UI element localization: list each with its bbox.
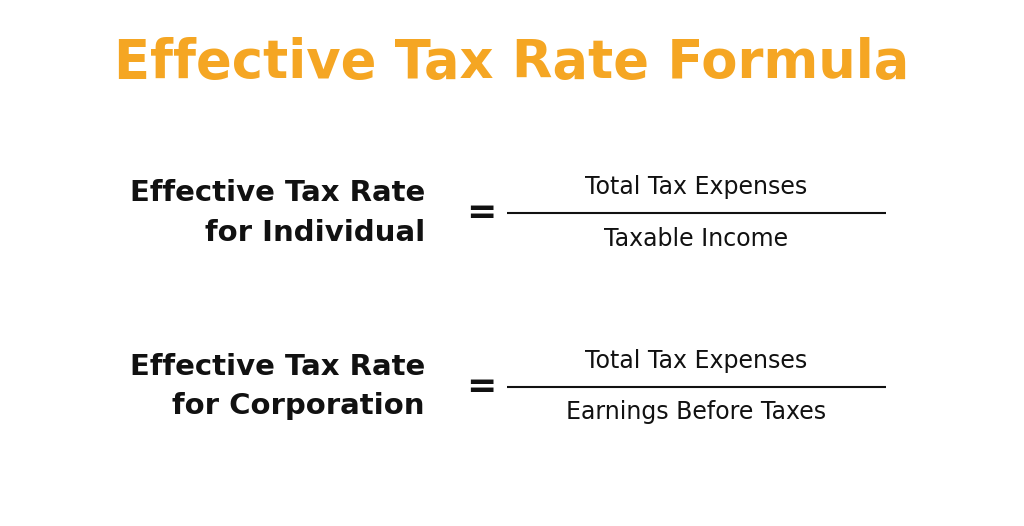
Text: =: = <box>466 196 497 230</box>
Text: Effective Tax Rate: Effective Tax Rate <box>130 179 425 207</box>
Text: for Corporation: for Corporation <box>172 392 425 420</box>
Text: Earnings Before Taxes: Earnings Before Taxes <box>566 400 826 424</box>
Text: Effective Tax Rate Formula: Effective Tax Rate Formula <box>115 37 909 89</box>
Text: for Individual: for Individual <box>205 219 425 247</box>
Text: Total Tax Expenses: Total Tax Expenses <box>585 175 808 199</box>
Text: Effective Tax Rate: Effective Tax Rate <box>130 353 425 381</box>
Text: Taxable Income: Taxable Income <box>604 227 788 251</box>
Text: =: = <box>466 370 497 403</box>
Text: Total Tax Expenses: Total Tax Expenses <box>585 349 808 373</box>
